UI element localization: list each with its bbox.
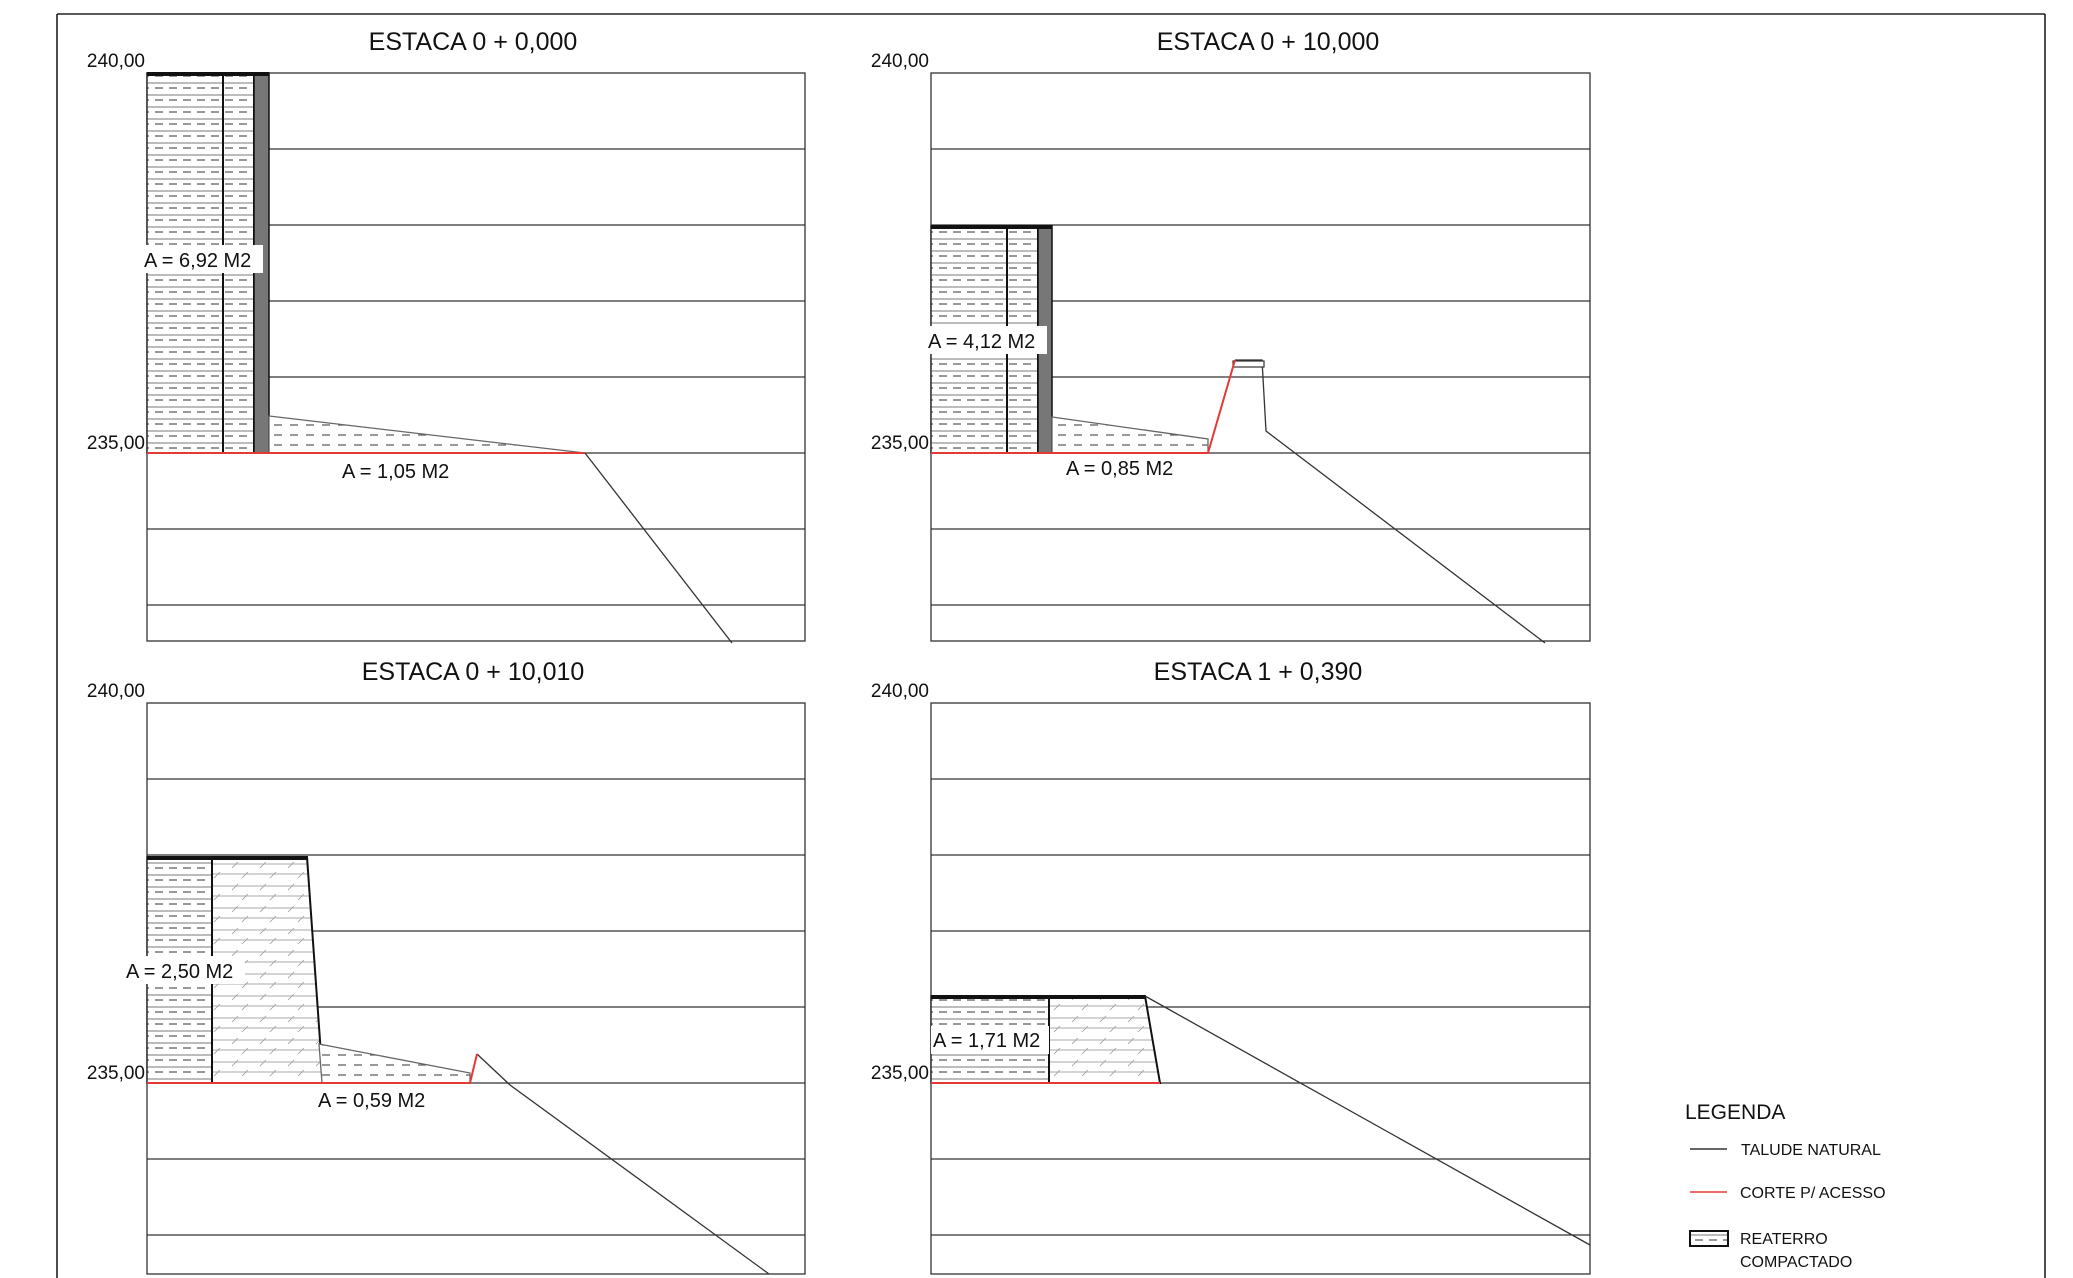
area-label-wall: A = 1,71 M2 bbox=[933, 1030, 1040, 1052]
section-title: ESTACA 0 + 10,010 bbox=[362, 658, 585, 686]
area-label-backfill: A = 0,85 M2 bbox=[1066, 458, 1173, 480]
section-estaca-0-0000: ESTACA 0 + 0,000 240,00 235,00 A = 6,92 … bbox=[87, 28, 806, 644]
natural-slope-line bbox=[1144, 995, 1591, 1246]
legend: LEGENDA TALUDE NATURAL CORTE P/ ACESSO R… bbox=[1685, 1101, 1886, 1271]
area-label-backfill: A = 1,05 M2 bbox=[342, 461, 449, 483]
area-label-backfill: A = 0,59 M2 bbox=[318, 1090, 425, 1112]
area-label-wall: A = 2,50 M2 bbox=[126, 961, 233, 983]
level-label-bottom: 235,00 bbox=[87, 1063, 145, 1084]
natural-slope-line bbox=[1235, 359, 1546, 644]
legend-title: LEGENDA bbox=[1685, 1101, 1785, 1124]
legend-swatch-reaterro bbox=[1689, 1230, 1729, 1247]
natural-slope-line bbox=[476, 1053, 770, 1275]
section-estaca-1-0390: ESTACA 1 + 0,390 240,00 235,00 A = 1,71 … bbox=[871, 658, 1591, 1275]
level-label-bottom: 235,00 bbox=[871, 433, 929, 454]
level-label-top: 240,00 bbox=[87, 51, 145, 72]
stone-wall bbox=[1048, 995, 1162, 1084]
section-title: ESTACA 1 + 0,390 bbox=[1154, 658, 1363, 686]
area-label-wall: A = 6,92 M2 bbox=[144, 250, 251, 272]
legend-label-reaterro-line1: REATERRO bbox=[1740, 1231, 1828, 1248]
natural-slope-line bbox=[584, 452, 733, 644]
area-label-wall: A = 4,12 M2 bbox=[928, 331, 1035, 353]
section-title: ESTACA 0 + 0,000 bbox=[369, 28, 578, 56]
section-estaca-0-10010: ESTACA 0 + 10,010 240,00 235,00 A = 2,50… bbox=[87, 658, 806, 1275]
level-label-bottom: 235,00 bbox=[871, 1063, 929, 1084]
backfill-wedge bbox=[1051, 416, 1209, 454]
cut-line bbox=[147, 1053, 478, 1084]
level-label-top: 240,00 bbox=[871, 51, 929, 72]
grid bbox=[930, 702, 1591, 1275]
legend-label-cut: CORTE P/ ACESSO bbox=[1740, 1185, 1886, 1202]
backfill-wedge bbox=[268, 415, 586, 454]
legend-label-reaterro-line2: COMPACTADO bbox=[1740, 1254, 1852, 1271]
level-label-top: 240,00 bbox=[871, 681, 929, 702]
level-label-bottom: 235,00 bbox=[87, 433, 145, 454]
section-title: ESTACA 0 + 10,000 bbox=[1157, 28, 1380, 56]
level-label-top: 240,00 bbox=[87, 681, 145, 702]
backfill-wedge bbox=[318, 1043, 471, 1084]
section-estaca-0-10000: ESTACA 0 + 10,000 240,00 235,00 A = 4,12… bbox=[871, 28, 1591, 644]
curb bbox=[1232, 360, 1265, 368]
legend-label-natural-slope: TALUDE NATURAL bbox=[1741, 1142, 1881, 1159]
cut-line bbox=[931, 359, 1236, 454]
